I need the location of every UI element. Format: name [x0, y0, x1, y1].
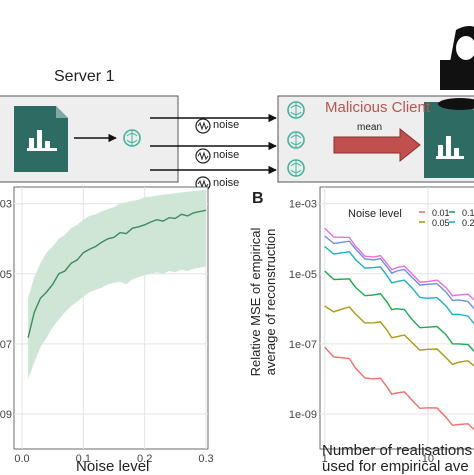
confidence-band: [28, 189, 206, 379]
y-tick-label: 1e-05: [289, 269, 317, 281]
y-tick-label: -03: [0, 199, 12, 211]
server-document-icon: [14, 106, 68, 172]
brain-icon: [287, 101, 305, 119]
y-axis-label: Relative MSE of empirical average of rec…: [248, 227, 278, 377]
y-tick-label: -07: [0, 339, 12, 351]
y-tick-label: 1e-07: [289, 339, 317, 351]
noise-icon: [195, 148, 211, 164]
y-tick-label: 1e-03: [289, 199, 317, 211]
x-tick-label: 0.1: [76, 453, 91, 465]
series-line: [324, 305, 474, 367]
panel-b: 1 10 1e-03 1e-05 1e-07 1e-09: [289, 186, 474, 465]
legend-entry: 0.05: [432, 218, 450, 228]
series-line: [324, 245, 474, 325]
plot-area: [319, 186, 474, 450]
y-tick-label: -09: [0, 409, 12, 421]
x-tick-label: 0.2: [137, 453, 152, 465]
legend-entry: 0.1: [462, 208, 474, 218]
mean-arrow: [333, 127, 421, 163]
y-tick-label: -05: [0, 269, 12, 281]
brain-icon: [287, 159, 305, 177]
legend-entry: 0.2: [462, 218, 474, 228]
client-title: Malicious Client: [325, 99, 431, 116]
series-line: [324, 235, 474, 310]
series-line: [27, 209, 207, 338]
noise-label: noise: [213, 149, 240, 161]
brain-icon: [287, 131, 305, 149]
series-line: [324, 346, 474, 431]
mean-label: mean: [357, 122, 383, 133]
noise-icon: [195, 118, 211, 134]
noise-label: noise: [213, 119, 240, 131]
x-tick-label: 0.3: [198, 453, 213, 465]
diagram: [0, 26, 474, 192]
brain-icon: [123, 129, 141, 147]
x-axis-label: Noise level: [76, 458, 150, 475]
series-line: [324, 227, 474, 301]
x-tick-label: 10: [422, 453, 434, 465]
hacker-icon: [438, 26, 474, 110]
x-tick-label: 1: [322, 453, 328, 465]
legend-entry: 0.01: [432, 208, 450, 218]
y-tick-label: 1e-09: [289, 409, 317, 421]
server-title: Server 1: [54, 68, 115, 85]
legend-title: Noise level: [348, 208, 402, 220]
x-tick-label: 0.0: [14, 453, 29, 465]
client-document-icon: [424, 102, 474, 178]
noise-label: noise: [213, 177, 240, 189]
series-line: [324, 270, 474, 353]
x-axis-label: used for empirical ave: [322, 458, 469, 475]
x-axis-label: Number of realisations: [322, 442, 473, 459]
panel-a: 0.0 0.1 0.2 0.3 -03 -05 -07 -09: [0, 186, 214, 465]
panel-b-letter: B: [252, 190, 264, 207]
